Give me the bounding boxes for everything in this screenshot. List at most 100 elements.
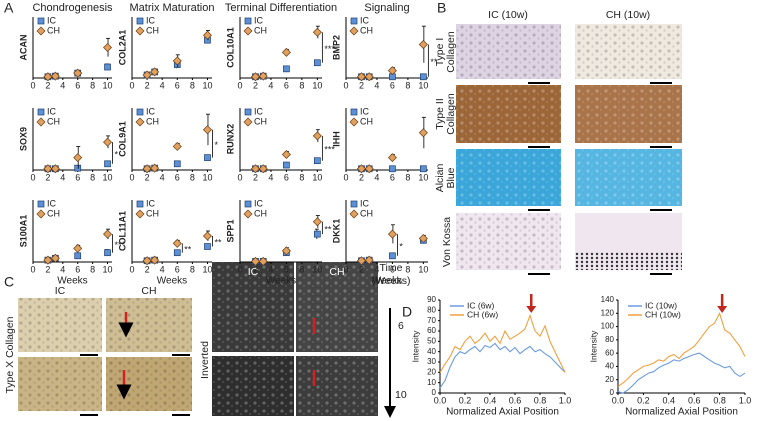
y-tick-label: 100	[601, 322, 615, 331]
legend-label: CH	[146, 116, 159, 126]
x-tick-label: 4	[160, 80, 165, 90]
legend-marker	[350, 108, 358, 116]
x-tick-label: 0.0	[612, 395, 625, 405]
line	[439, 313, 566, 373]
x-tick-label: 0	[129, 172, 134, 182]
chart-title: Terminal Differentiation	[225, 2, 337, 14]
x-tick-label: 10	[312, 80, 322, 90]
x-tick-label: 4	[160, 172, 165, 182]
significance: ***	[115, 240, 126, 250]
y-tick-label: 80	[605, 335, 614, 344]
x-tick-label: 0	[30, 172, 35, 182]
marker	[314, 230, 321, 238]
x-tick-label: 0	[237, 172, 242, 182]
x-tick-label: 2	[359, 264, 364, 274]
image-texture	[212, 356, 294, 416]
x-tick-label: 4	[160, 264, 165, 274]
x-axis-label: Weeks	[157, 276, 187, 287]
y-axis-label: IHH	[331, 131, 341, 147]
marker	[43, 164, 53, 174]
marker	[73, 153, 83, 163]
x-tick-label: 6	[390, 264, 395, 274]
marker	[103, 137, 113, 147]
marker	[387, 229, 397, 239]
marker	[314, 157, 321, 165]
marker	[103, 43, 113, 52]
marker	[389, 252, 396, 260]
marker	[150, 255, 160, 265]
legend-marker	[349, 209, 359, 219]
x-tick-label: 0.8	[534, 395, 547, 405]
legend-label: CH	[47, 116, 60, 126]
y-axis-label: Intensity	[410, 330, 420, 362]
legend-label: IC	[254, 15, 264, 25]
image-texture	[575, 252, 682, 270]
x-tick-label: 0	[343, 172, 348, 182]
panel-letter: A	[4, 0, 14, 16]
x-tick-label: 6	[284, 80, 289, 90]
marker	[172, 56, 182, 66]
y-tick-label: 10	[427, 378, 436, 387]
marker	[142, 164, 152, 174]
row-label: Inverted	[199, 341, 211, 379]
legend-label: IC	[360, 198, 370, 208]
chart-title: Chondrogenesis	[32, 2, 113, 14]
row-label: Collagen	[445, 93, 457, 135]
x-tick-label: 8	[190, 264, 195, 274]
x-tick-label: 8	[90, 172, 95, 182]
x-tick-label: 0	[30, 80, 35, 90]
row-label: Alcian	[434, 164, 446, 193]
x-tick-label: 0.4	[663, 395, 676, 405]
marker	[142, 256, 152, 266]
column-label: CH	[329, 266, 344, 278]
x-tick-label: 0.4	[484, 395, 497, 405]
x-tick-label: 0.2	[637, 395, 650, 405]
x-tick-label: 2	[45, 172, 50, 182]
legend-marker	[136, 200, 144, 208]
x-tick-label: 6	[175, 80, 180, 90]
red-arrows	[116, 312, 316, 400]
legend-label: IC	[360, 106, 370, 116]
x-axis-label: Normalized Axial Position	[446, 407, 559, 418]
x-tick-label: 2	[45, 264, 50, 274]
marker	[281, 246, 291, 256]
x-tick-label: 6	[390, 80, 395, 90]
legend-label: IC	[360, 15, 370, 25]
x-tick-label: 10	[202, 80, 212, 90]
legend-marker	[244, 108, 252, 116]
marker	[103, 229, 113, 239]
time-label: Time	[380, 262, 403, 274]
image-texture	[18, 357, 102, 411]
y-tick-label: 60	[427, 326, 436, 335]
marker	[50, 253, 60, 263]
marker	[281, 150, 291, 159]
y-axis-label: RUNX2	[225, 124, 235, 155]
y-tick-label: 20	[427, 367, 436, 376]
image-texture	[18, 298, 102, 352]
x-tick-label: 8	[405, 264, 410, 274]
x-tick-label: 6	[175, 172, 180, 182]
row-label: Type I	[434, 38, 446, 67]
legend-label: CH	[360, 25, 373, 35]
legend-label: IC	[146, 15, 156, 25]
legend-marker	[135, 209, 145, 219]
y-tick-label: 90	[427, 295, 436, 304]
x-tick-label: 0.6	[509, 395, 522, 405]
marker	[173, 160, 181, 168]
image-texture	[575, 24, 682, 79]
x-tick-label: 10	[418, 172, 428, 182]
marker	[418, 128, 428, 138]
legend-label: CH (10w)	[645, 309, 681, 319]
time-label: (Weeks)	[372, 275, 411, 287]
panel-letter: D	[402, 304, 412, 320]
x-tick-label: 2	[45, 80, 50, 90]
y-tick-label: 140	[601, 295, 615, 304]
marker	[150, 67, 160, 77]
legend-marker	[36, 117, 46, 127]
legend-marker	[244, 17, 252, 25]
marker	[420, 73, 427, 81]
x-tick-label: 6	[175, 264, 180, 274]
y-tick-label: 0	[610, 388, 615, 397]
marker	[202, 30, 212, 40]
legend-marker	[37, 17, 45, 25]
